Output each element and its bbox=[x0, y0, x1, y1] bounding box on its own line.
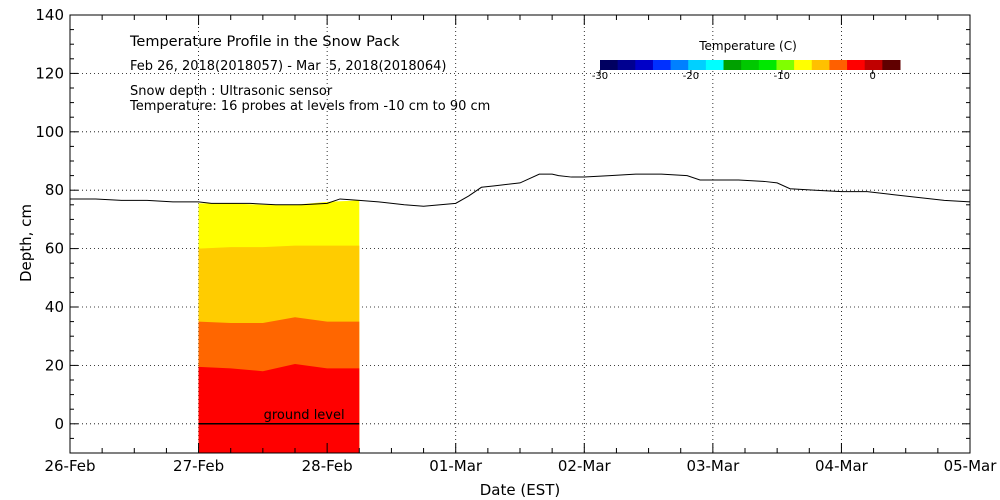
colorbar-cells bbox=[600, 60, 901, 70]
temperature-band bbox=[198, 363, 360, 453]
date-range-subtitle: Feb 26, 2018(2018057) - Mar 5, 2018(2018… bbox=[130, 59, 447, 74]
ground-level-label: ground level bbox=[264, 408, 345, 423]
colorbar-tick-label: -20 bbox=[683, 71, 699, 82]
colorbar-cell bbox=[688, 60, 707, 70]
colorbar-cell bbox=[705, 60, 725, 70]
temperature-note: Temperature: 16 probes at levels from -1… bbox=[129, 99, 490, 114]
colorbar-cell bbox=[600, 60, 619, 70]
temperature-colorbar: Temperature (C) -30 -20 -10 0 bbox=[592, 39, 901, 82]
y-tick-label: 80 bbox=[45, 181, 64, 199]
axis-tick-labels: 0 20 40 60 80 100 120 140 26-Feb 27-Feb 28-Feb 01-M… bbox=[35, 6, 997, 475]
y-tick-label: 0 bbox=[54, 415, 64, 433]
x-tick-label: 03-Mar bbox=[686, 457, 740, 475]
y-tick-label: 140 bbox=[35, 6, 64, 24]
y-tick-label: 100 bbox=[35, 123, 64, 141]
x-tick-label: 26-Feb bbox=[44, 457, 95, 475]
colorbar-cell bbox=[758, 60, 777, 70]
x-tick-label: 28-Feb bbox=[302, 457, 353, 475]
colorbar-cell bbox=[617, 60, 636, 70]
colorbar-cell bbox=[882, 60, 901, 70]
colorbar-cell bbox=[670, 60, 689, 70]
colorbar-cell bbox=[794, 60, 813, 70]
chart-title: Temperature Profile in the Snow Pack bbox=[129, 34, 400, 50]
y-tick-label: 60 bbox=[45, 240, 64, 258]
colorbar-tick-label: -30 bbox=[592, 71, 608, 82]
colorbar-cell bbox=[811, 60, 830, 70]
colorbar-cell bbox=[776, 60, 795, 70]
colorbar-cell bbox=[652, 60, 672, 70]
colorbar-cell bbox=[864, 60, 883, 70]
colorbar-cell bbox=[741, 60, 760, 70]
y-tick-label: 20 bbox=[45, 356, 64, 374]
y-axis-label: Depth, cm bbox=[17, 204, 35, 282]
temperature-field bbox=[198, 200, 360, 453]
x-tick-label: 02-Mar bbox=[558, 457, 612, 475]
x-tick-label: 01-Mar bbox=[429, 457, 483, 475]
x-tick-label: 04-Mar bbox=[815, 457, 869, 475]
colorbar-cell bbox=[829, 60, 848, 70]
colorbar-tick-label: -10 bbox=[774, 71, 790, 82]
y-tick-label: 40 bbox=[45, 298, 64, 316]
colorbar-cell bbox=[635, 60, 654, 70]
axis-ticks bbox=[69, 14, 971, 454]
colorbar-ticks: -30 -20 -10 0 bbox=[592, 70, 876, 82]
x-tick-label: 27-Feb bbox=[173, 457, 224, 475]
x-tick-label: 05-Mar bbox=[944, 457, 998, 475]
colorbar-title: Temperature (C) bbox=[698, 39, 797, 53]
colorbar-cell bbox=[723, 60, 742, 70]
x-axis-label: Date (EST) bbox=[480, 481, 561, 499]
snow-depth-note: Snow depth : Ultrasonic sensor bbox=[130, 84, 333, 99]
colorbar-cell bbox=[847, 60, 866, 70]
colorbar-tick-label: 0 bbox=[870, 71, 876, 82]
snow-depth-line bbox=[70, 173, 971, 207]
y-tick-label: 120 bbox=[35, 64, 64, 82]
